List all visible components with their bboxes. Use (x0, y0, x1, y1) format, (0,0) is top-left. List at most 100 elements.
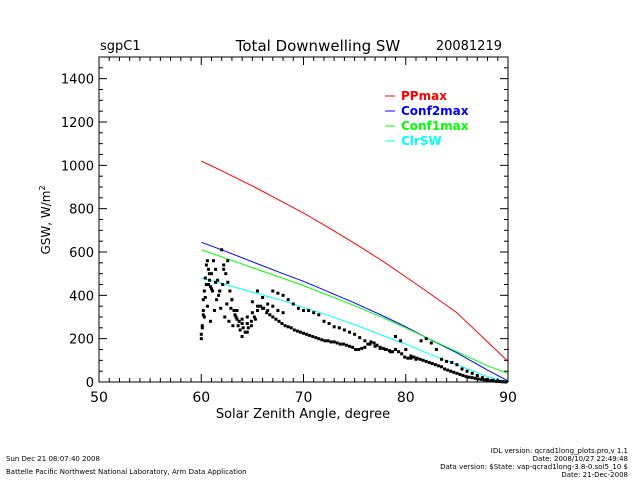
legend-label-clrsw: ClrSW (401, 134, 442, 148)
data-point (202, 289, 206, 293)
data-point (222, 263, 226, 267)
data-point (221, 283, 225, 286)
x-tick-label: 70 (295, 390, 313, 406)
data-point (305, 332, 309, 336)
data-point (308, 333, 312, 337)
data-point (399, 339, 403, 343)
data-point (249, 319, 253, 323)
data-point (388, 350, 392, 354)
data-point (296, 306, 300, 310)
data-point (437, 364, 440, 368)
data-point (238, 328, 242, 332)
data-point (200, 326, 204, 330)
data-point (418, 357, 422, 361)
data-point (202, 315, 206, 319)
data-point (240, 317, 244, 321)
data-point (403, 355, 407, 359)
data-point (229, 306, 233, 310)
y-tick-label: 0 (86, 376, 94, 391)
data-point (450, 361, 454, 364)
data-point (271, 315, 275, 319)
data-point (446, 368, 450, 372)
data-point (216, 278, 220, 282)
series-line-conf2max (201, 241, 509, 382)
data-point (220, 248, 224, 252)
data-point (317, 337, 321, 341)
data-point (201, 298, 205, 302)
data-point (234, 315, 238, 319)
y-axis-label-text: GSW, W/m (39, 191, 53, 255)
data-point (280, 322, 284, 325)
data-point (366, 342, 370, 346)
data-point (211, 289, 214, 293)
site-label: sgpC1 (100, 39, 141, 54)
series-line-ppmax (201, 160, 509, 362)
data-point (360, 346, 364, 350)
data-point (363, 339, 367, 343)
data-point (314, 336, 318, 340)
data-point (348, 344, 351, 348)
data-point (421, 358, 425, 362)
data-point (230, 298, 234, 302)
data-point (357, 348, 361, 351)
data-point (419, 339, 423, 343)
data-point (246, 326, 250, 330)
data-point (458, 372, 462, 376)
legend-label-conf2max: Conf2max (401, 104, 469, 118)
data-point (479, 377, 483, 381)
data-point (312, 311, 316, 315)
data-point (368, 342, 372, 346)
data-point (414, 357, 418, 361)
data-point (427, 361, 431, 364)
data-point (201, 313, 205, 317)
data-point (210, 287, 213, 291)
data-point (240, 335, 244, 338)
data-point (467, 375, 471, 379)
data-point (483, 378, 486, 382)
y-tick-label: 600 (69, 246, 94, 261)
data-point (455, 371, 459, 375)
data-point (204, 283, 208, 286)
data-point (378, 346, 382, 350)
data-point (203, 276, 207, 280)
data-point (400, 352, 404, 356)
data-point (245, 330, 249, 334)
data-point (206, 283, 210, 286)
y-axis-label-group: GSW, W/m2 (38, 185, 53, 254)
data-point (204, 263, 208, 267)
data-point (433, 363, 437, 367)
data-point (329, 340, 333, 344)
data-point (383, 348, 387, 351)
data-point (461, 374, 465, 377)
data-point (298, 330, 302, 334)
data-point (391, 350, 394, 354)
data-point (323, 339, 327, 343)
y-axis-label: GSW, W/m2 (38, 185, 53, 254)
data-point (250, 300, 254, 304)
x-tick-label: 60 (192, 390, 210, 406)
plot-area (199, 160, 509, 384)
data-point (236, 324, 240, 328)
data-point (283, 324, 287, 328)
data-point (207, 278, 211, 282)
axes: 50 60 70 80 90 0 200 400 600 800 1000 1200 1400 (61, 56, 517, 406)
data-point (341, 342, 345, 346)
legend-label-ppmax: PPmax (401, 89, 447, 103)
data-point (473, 376, 477, 380)
data-point (394, 348, 397, 351)
y-axis-label-sup: 2 (38, 185, 47, 190)
data-point (358, 336, 362, 340)
y-tick-label: 1400 (61, 73, 94, 88)
data-point (268, 313, 272, 317)
footer-idl-date: Date: 2008/10/27 22:49:48 (532, 455, 628, 463)
data-point (207, 272, 211, 276)
series-line-conf1max (201, 249, 509, 374)
data-point (455, 363, 459, 367)
data-point (404, 348, 408, 351)
footer-data-version: Data version: $State: vap-qcrad1long-3.8… (440, 463, 628, 471)
data-point (406, 356, 410, 360)
data-point (452, 370, 456, 374)
data-point (480, 376, 484, 380)
